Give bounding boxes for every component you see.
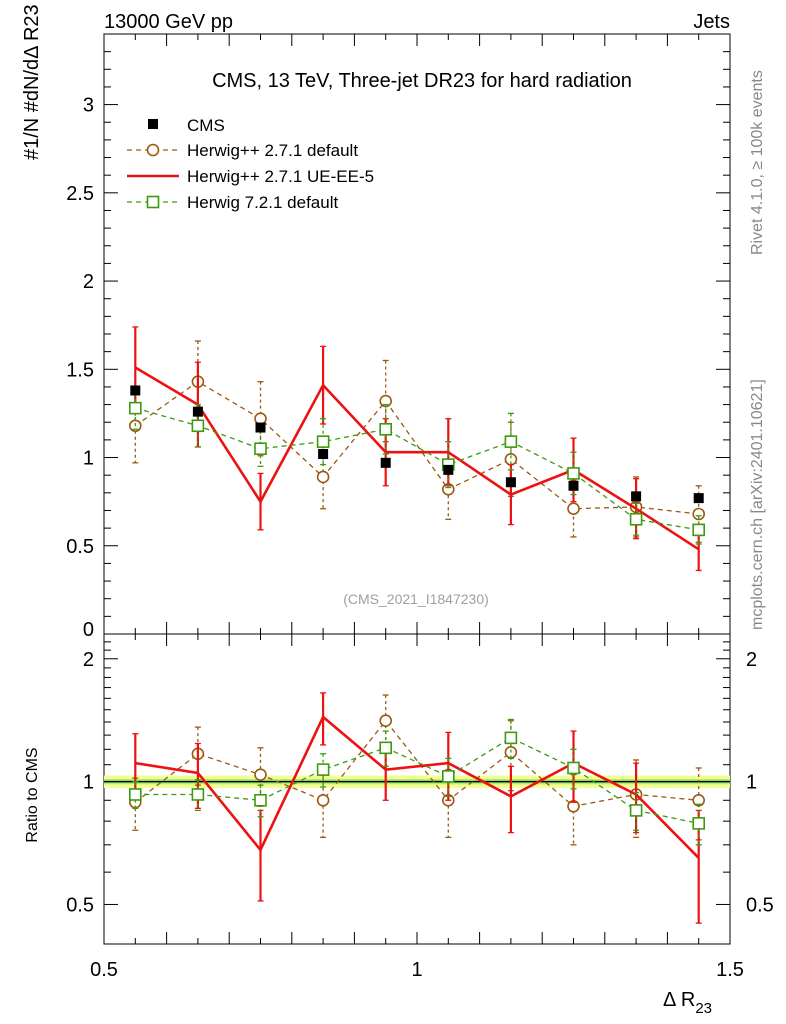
main-y-tick-label: 0.5 bbox=[66, 536, 94, 558]
ratio-y-tick-label-right: 1 bbox=[746, 772, 757, 794]
ratio-panel: 0.5 1 1.5 0.5 0.5 1 1 2 2 bbox=[66, 633, 774, 981]
legend-marker-square bbox=[146, 195, 160, 209]
ratio-series-2-point-square bbox=[692, 817, 706, 830]
series-2-point-square bbox=[629, 512, 643, 526]
ratio-series-1-line bbox=[135, 714, 700, 859]
legend-label-2: Herwig 7.2.1 default bbox=[187, 193, 338, 212]
data-point bbox=[192, 406, 203, 417]
ratio-series-2-point-square bbox=[191, 788, 205, 801]
ratio-series-2-point-square bbox=[567, 761, 580, 775]
ratio-series-2-point-square bbox=[629, 804, 643, 817]
main-y-tick-label: 2.5 bbox=[66, 183, 94, 205]
data-point bbox=[130, 385, 141, 396]
x-tick-label: 1 bbox=[411, 959, 422, 981]
ratio-series-2-point-square bbox=[316, 763, 330, 776]
main-y-tick-label: 2 bbox=[83, 271, 94, 293]
data-point bbox=[380, 457, 391, 468]
ratio-series-0-point-circle bbox=[316, 793, 330, 807]
series-2-point-square bbox=[504, 435, 518, 448]
series-0-point-circle bbox=[567, 502, 580, 516]
ratio-series-2-line bbox=[135, 737, 699, 825]
series-2-point-square bbox=[692, 523, 706, 537]
ratio-series-0-point-circle bbox=[254, 768, 267, 781]
series-0-line bbox=[134, 380, 699, 515]
header-right: Jets bbox=[693, 11, 730, 33]
legend-label-0: Herwig++ 2.7.1 default bbox=[187, 141, 358, 160]
series-2-point-square bbox=[129, 401, 142, 415]
main-y-tick-label: 1 bbox=[83, 448, 94, 470]
ratio-y-tick-label-right: 2 bbox=[746, 649, 757, 671]
legend-marker-circle bbox=[146, 143, 160, 157]
ratio-series-0-point-circle bbox=[379, 714, 393, 728]
data-point bbox=[443, 464, 454, 475]
mcplots-label: mcplots.cern.ch [arXiv:2401.10621] bbox=[749, 379, 766, 630]
legend-label-cms: CMS bbox=[187, 116, 225, 135]
ratio-y-tick-label-left: 2 bbox=[83, 649, 94, 671]
legend-label-1: Herwig++ 2.7.1 UE-EE-5 bbox=[187, 167, 374, 186]
data-point bbox=[693, 493, 704, 504]
x-axis-label: Δ R23 bbox=[663, 989, 712, 1017]
legend: CMS Herwig++ 2.7.1 default Herwig++ 2.7.1 … bbox=[127, 116, 374, 212]
main-y-tick-label: 3 bbox=[83, 95, 94, 117]
series-2-line bbox=[135, 407, 699, 531]
main-y-axis-label: #1/N #dN/dΔ R23 bbox=[21, 4, 43, 160]
ratio-series-2-point-square bbox=[129, 788, 142, 801]
main-y-tick-label: 1.5 bbox=[66, 359, 94, 381]
chart-title: CMS, 13 TeV, Three-jet DR23 for hard rad… bbox=[212, 70, 632, 92]
x-label-main: Δ R bbox=[663, 989, 695, 1011]
ratio-y-tick-label-left: 1 bbox=[83, 772, 94, 794]
ratio-y-label: Ratio to CMS bbox=[24, 747, 41, 842]
main-y-tick-label: 0 bbox=[83, 619, 94, 641]
series-2-point-square bbox=[254, 442, 267, 456]
ratio-series-2-point-square bbox=[504, 731, 518, 745]
x-tick-label: 1.5 bbox=[716, 959, 744, 981]
x-label-sub: 23 bbox=[695, 1000, 712, 1017]
series-0-point-circle bbox=[316, 470, 330, 484]
main-panel: 0 0.5 1 1.5 2 2.5 3 bbox=[66, 33, 731, 641]
data-point bbox=[255, 422, 266, 433]
x-tick-label: 0.5 bbox=[90, 959, 118, 981]
ratio-series-0-line bbox=[134, 719, 699, 807]
rivet-label: Rivet 4.1.0, ≥ 100k events bbox=[749, 70, 766, 255]
header-left: 13000 GeV pp bbox=[104, 11, 233, 33]
data-point bbox=[568, 480, 579, 491]
analysis-id: (CMS_2021_I1847230) bbox=[343, 591, 489, 607]
ratio-y-tick-label-left: 0.5 bbox=[66, 894, 94, 916]
series-0-point-circle bbox=[692, 507, 706, 521]
series-2-point-square bbox=[316, 435, 330, 448]
series-2-point-square bbox=[567, 467, 580, 480]
series-2-point-square bbox=[379, 422, 393, 436]
main-y-label-text: #1/N #dN/dΔ R23 bbox=[21, 4, 43, 160]
legend-marker-cms bbox=[148, 119, 158, 129]
data-point bbox=[318, 449, 329, 459]
ratio-series-2-point-square bbox=[254, 793, 267, 807]
data-point bbox=[631, 491, 642, 502]
ratio-y-tick-label-right: 0.5 bbox=[746, 894, 774, 916]
series-2-point-square bbox=[191, 419, 205, 433]
series-1-line bbox=[134, 366, 700, 551]
ratio-series-2-point-square bbox=[379, 741, 393, 755]
ratio-series-2-point-square bbox=[441, 770, 455, 783]
data-point bbox=[505, 477, 516, 488]
